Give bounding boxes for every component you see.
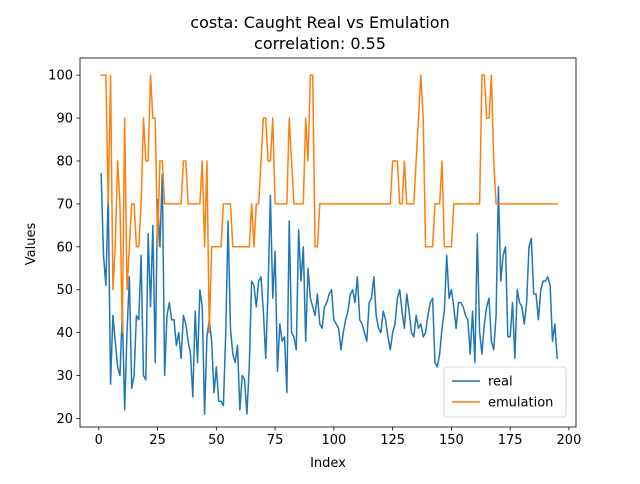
- x-tick-label: 175: [498, 433, 523, 448]
- x-tick-label: 150: [439, 433, 464, 448]
- y-tick-label: 20: [56, 412, 73, 427]
- y-tick-label: 40: [56, 326, 73, 341]
- legend-label-real: real: [488, 375, 513, 390]
- y-tick-label: 70: [56, 197, 73, 212]
- x-tick-label: 50: [208, 433, 225, 448]
- x-tick-label: 200: [557, 433, 582, 448]
- x-tick-label: 75: [267, 433, 284, 448]
- chart-title: costa: Caught Real vs Emulation: [190, 13, 449, 32]
- x-tick-label: 125: [380, 433, 405, 448]
- y-tick-label: 60: [56, 240, 73, 255]
- series-line-real: [100, 173, 558, 415]
- plot-area: 0 25 50 75 100 125 150 175 200 20 30 40 50 60 70 80 90 10…: [48, 57, 582, 448]
- y-tick-label: 90: [56, 112, 73, 127]
- x-axis-label: Index: [310, 456, 346, 471]
- y-axis-label: Values: [24, 223, 39, 266]
- y-tick-label: 30: [56, 369, 73, 384]
- series-line-emulation: [100, 74, 558, 334]
- legend-box: [443, 366, 567, 418]
- y-tick-label: 80: [56, 154, 73, 169]
- x-tick-label: 100: [321, 433, 346, 448]
- y-tick-label: 100: [48, 69, 73, 84]
- legend-label-emulation: emulation: [488, 396, 553, 411]
- x-tick-label: 25: [149, 433, 166, 448]
- axes-frame: [79, 57, 577, 428]
- x-tick-label: 0: [95, 433, 103, 448]
- y-tick-label: 50: [56, 283, 73, 298]
- chart-subtitle: correlation: 0.55: [254, 34, 386, 53]
